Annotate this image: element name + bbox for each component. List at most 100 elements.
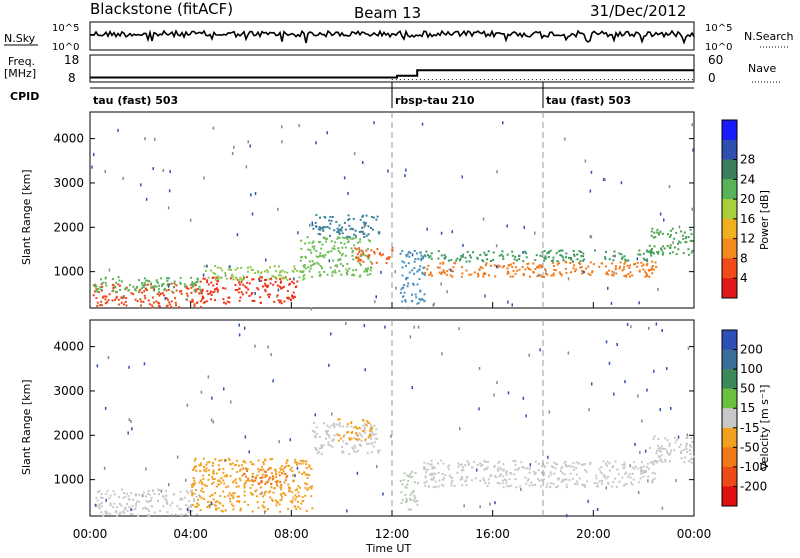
velocity-cell: [621, 476, 624, 479]
velocity-cell: [460, 463, 463, 466]
velocity-cell: [286, 475, 289, 477]
velocity-cell: [119, 511, 122, 514]
power-cell: [166, 284, 169, 287]
power-cell: [424, 271, 427, 274]
velocity-cell: [128, 498, 131, 501]
velocity-cell: [176, 455, 179, 459]
power-cell: [264, 282, 267, 285]
velocity-cell: [294, 489, 297, 492]
power-cell: [319, 252, 322, 255]
power-cell: [138, 279, 140, 281]
power-cell: [511, 254, 514, 257]
power-cell: [270, 277, 273, 280]
power-cell: [307, 266, 310, 269]
power-cell: [619, 265, 622, 268]
power-cell: [287, 296, 290, 299]
power-cell: [319, 233, 322, 236]
velocity-cell: [507, 391, 510, 395]
power-cell: [369, 273, 372, 276]
power-cell: [330, 219, 333, 222]
power-colorbar-label: 16: [740, 212, 755, 226]
velocity-cell: [685, 442, 688, 445]
power-cell: [167, 284, 170, 288]
velocity-cell: [256, 501, 259, 504]
velocity-cell: [373, 441, 376, 444]
velocity-cell: [353, 426, 356, 429]
velocity-cell: [498, 482, 501, 485]
velocity-cell: [100, 505, 103, 508]
power-cell: [341, 236, 344, 239]
velocity-cell: [369, 434, 372, 436]
power-cell: [315, 214, 318, 217]
velocity-cell: [292, 474, 294, 477]
power-cell: [304, 255, 307, 258]
power-cell: [468, 254, 471, 257]
power-cell: [479, 253, 482, 256]
power-cell: [335, 264, 338, 267]
power-scatter: [91, 121, 696, 311]
power-cell: [642, 263, 645, 266]
power-cell: [210, 281, 213, 284]
power-cell: [309, 223, 311, 227]
velocity-cell: [514, 468, 517, 471]
power-cell: [645, 249, 648, 252]
velocity-cell: [338, 418, 341, 421]
velocity-cell: [282, 468, 285, 471]
power-cell: [612, 255, 615, 257]
power-cell: [459, 257, 462, 260]
velocity-cell: [280, 468, 283, 471]
velocity-cell: [306, 473, 309, 476]
velocity-cell: [598, 468, 601, 471]
power-cell: [529, 268, 532, 271]
velocity-cell: [261, 468, 264, 471]
power-cell: [655, 265, 658, 268]
power-cell: [317, 228, 320, 231]
power-cell: [359, 255, 362, 257]
velocity-cell: [225, 473, 228, 476]
velocity-cell: [350, 437, 353, 440]
nsky-tick-top: 10^5: [52, 23, 79, 34]
power-cell: [257, 270, 260, 273]
power-cell: [525, 256, 528, 259]
velocity-cell: [390, 434, 392, 438]
velocity-cell: [203, 498, 206, 501]
power-cell: [456, 257, 459, 260]
velocity-cell: [267, 345, 269, 349]
velocity-cell: [116, 506, 119, 509]
velocity-cell: [219, 502, 222, 505]
velocity-cell: [121, 488, 123, 491]
velocity-cell: [291, 501, 294, 504]
velocity-cell: [249, 491, 252, 494]
velocity-cell: [218, 467, 221, 470]
power-cell: [668, 247, 671, 249]
power-cell: [614, 268, 617, 271]
power-cell: [179, 281, 182, 284]
velocity-cell: [675, 479, 677, 483]
velocity-cell: [512, 460, 515, 463]
power-cell: [189, 284, 192, 286]
power-cell: [580, 265, 583, 268]
velocity-cell: [528, 471, 531, 474]
power-cell: [345, 268, 348, 271]
velocity-scatter: [93, 322, 695, 518]
power-cell: [279, 270, 282, 273]
velocity-cell: [353, 450, 356, 453]
velocity-cell: [179, 508, 182, 511]
power-cell: [545, 272, 547, 275]
velocity-cell: [505, 470, 508, 473]
velocity-cell: [603, 474, 606, 477]
velocity-cell: [185, 490, 188, 493]
velocity-cell: [407, 479, 410, 482]
power-cell: [395, 286, 397, 290]
power-cell: [355, 269, 358, 271]
velocity-cell: [219, 495, 222, 497]
velocity-cell: [417, 325, 420, 329]
velocity-cell: [285, 476, 288, 479]
velocity-cell: [356, 434, 359, 437]
velocity-cell: [330, 424, 333, 427]
velocity-cell: [318, 447, 321, 450]
power-cell: [485, 262, 488, 265]
power-cell: [400, 288, 403, 291]
power-cell: [498, 265, 501, 268]
velocity-cell: [506, 485, 509, 488]
